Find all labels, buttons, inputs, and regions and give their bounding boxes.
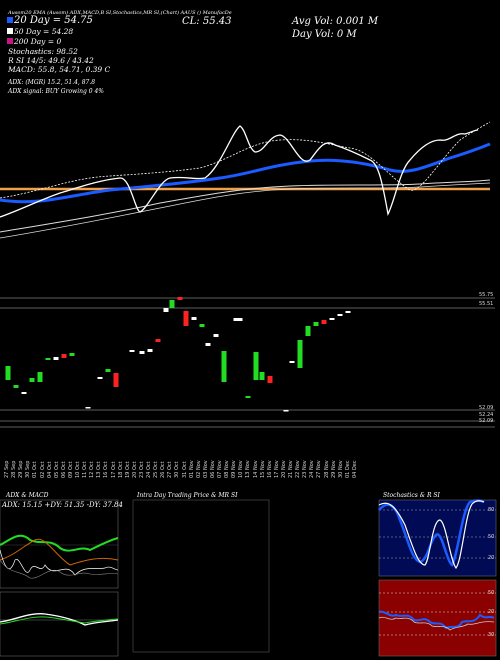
candle [155, 339, 161, 342]
stochastics-value: Stochastics: 98.52 [8, 47, 78, 56]
rsi-tick-20: 20 [488, 609, 495, 615]
ema50-line [0, 142, 491, 204]
legend-200day: 200 Day = 0 [14, 37, 62, 46]
candle [289, 361, 295, 363]
candle [221, 351, 227, 382]
candle [321, 320, 327, 324]
candle [283, 410, 289, 412]
tick-bottom-2: 52.24 [479, 412, 494, 418]
candle [5, 366, 11, 380]
candle [237, 318, 243, 321]
candle [233, 318, 239, 321]
candle [163, 308, 169, 312]
candle [253, 352, 259, 380]
candle [345, 311, 351, 313]
stoch-tick-50: 50 [488, 534, 495, 540]
candle [205, 343, 211, 346]
candle [259, 372, 265, 380]
candle [69, 353, 75, 356]
candle [245, 396, 251, 398]
tick-top-2: 55.51 [479, 301, 494, 307]
tick-bottom-1: 52.09 [479, 405, 494, 411]
candle [105, 369, 111, 372]
header-line: Ausom20 EMA (Ausom) ADX,MACD,B SI,Stocha… [8, 10, 232, 16]
adx-signal: ADX signal: BUY Growing 0 4% [8, 88, 104, 95]
stoch-tick-20: 20 [488, 555, 495, 561]
candle [297, 340, 303, 368]
ema200-swatch [7, 38, 13, 44]
macd-value: MACD: 55.8, 54.71, 0.39 C [8, 65, 111, 74]
tick-top-1: 55.75 [479, 292, 494, 298]
candle [53, 357, 59, 360]
candle [313, 322, 319, 326]
candle [45, 358, 51, 360]
rsi-tick-30: 30 [488, 632, 495, 638]
candle [147, 349, 153, 352]
candle [183, 311, 189, 326]
candle [199, 324, 205, 327]
adx-values-text: ADX: 15.15 +DY: 51.35 -DY: 37.84 [2, 501, 123, 509]
intraday-panel [132, 499, 270, 653]
ema50-swatch [7, 28, 13, 34]
candle [97, 377, 103, 379]
candle [169, 300, 175, 308]
ema200-line-b [0, 182, 491, 239]
macd-panel [0, 591, 119, 657]
rsi-value: R SI 14/5: 49.6 / 43.42 [8, 56, 94, 65]
adx-panel-title: ADX & MACD [6, 492, 49, 499]
candle [213, 334, 219, 337]
day-volume: Day Vol: 0 M [292, 29, 357, 40]
candle [113, 373, 119, 387]
ema200-line [0, 179, 491, 233]
candle [329, 318, 335, 320]
stoch-panel-title: Stochastics & R SI [383, 492, 440, 499]
candle [13, 385, 19, 388]
candle [129, 350, 135, 352]
candle [37, 372, 43, 382]
price-line [0, 125, 479, 218]
close-price: CL: 55.43 [182, 16, 232, 27]
avg-volume: Avg Vol: 0.001 M [292, 16, 379, 27]
candle [337, 314, 343, 316]
ema20-swatch [7, 17, 13, 23]
candle [177, 297, 183, 300]
candle [21, 392, 27, 394]
intra-panel-title: Intra Day Trading Price & MR SI [137, 492, 238, 499]
candle [61, 354, 67, 358]
candle [267, 376, 273, 383]
candle [29, 378, 35, 382]
adx-value: ADX: (MGR) 15.2, 51.4, 87.8 [8, 79, 96, 86]
stoch-tick-80: 80 [488, 507, 495, 513]
candle [191, 317, 197, 320]
candle [305, 326, 311, 336]
ema20-line [0, 121, 491, 199]
candle [85, 407, 91, 409]
rsi-tick-50: 50 [488, 590, 495, 596]
legend-50day: 50 Day = 54.28 [14, 27, 74, 36]
candle [139, 351, 145, 354]
legend-20day: 20 Day = 54.75 [14, 15, 93, 26]
